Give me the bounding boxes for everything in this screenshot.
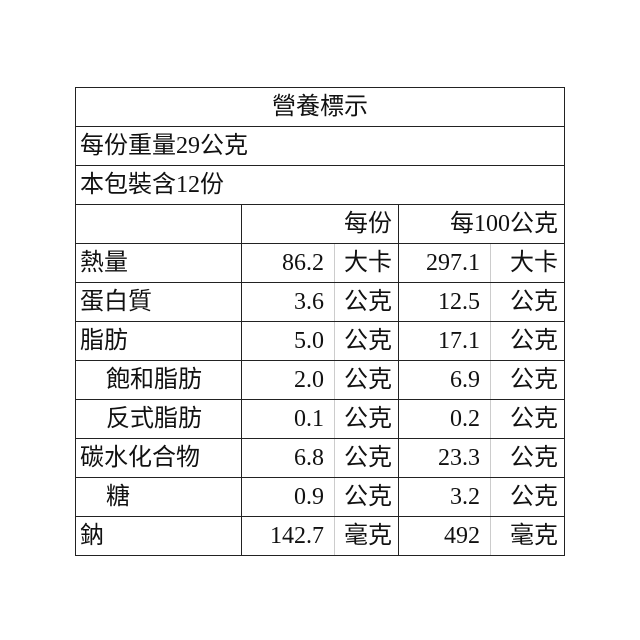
per-100g-unit: 公克 — [489, 360, 566, 400]
nutrient-row: 鈉 142.7 毫克 492 毫克 — [75, 516, 566, 556]
per-serving-value: 3.6 — [241, 282, 335, 322]
per-100g-unit: 公克 — [489, 399, 566, 439]
nutrient-row: 脂肪 5.0 公克 17.1 公克 — [75, 321, 566, 361]
per-serving-unit: 公克 — [334, 282, 399, 322]
title-row: 營養標示 — [74, 87, 566, 127]
per-serving-unit: 公克 — [334, 321, 399, 361]
per-100g-value: 3.2 — [398, 477, 491, 517]
per-serving-unit: 公克 — [334, 360, 399, 400]
per-serving-value: 0.9 — [241, 477, 335, 517]
per-serving-unit: 公克 — [334, 477, 399, 517]
nutrient-row: 碳水化合物 6.8 公克 23.3 公克 — [75, 438, 566, 478]
per-100g-unit: 公克 — [489, 321, 566, 361]
header-row: 每份 每100公克 — [75, 204, 566, 244]
nutrient-row: 熱量 86.2 大卡 297.1 大卡 — [75, 243, 566, 283]
per-serving-value: 6.8 — [241, 438, 335, 478]
nutrient-row: 糖 0.9 公克 3.2 公克 — [75, 477, 566, 517]
per-100g-value: 12.5 — [398, 282, 491, 322]
per-serving-value: 0.1 — [241, 399, 335, 439]
nutrient-label: 蛋白質 — [75, 282, 242, 322]
per-serving-unit: 公克 — [334, 438, 399, 478]
per-100g-unit: 公克 — [489, 282, 566, 322]
per-serving-value: 142.7 — [241, 516, 335, 556]
serving-size: 每份重量29公克 — [74, 126, 566, 166]
per-100g-unit: 公克 — [489, 477, 566, 517]
per-100g-value: 23.3 — [398, 438, 491, 478]
per-serving-value: 86.2 — [241, 243, 335, 283]
nutrient-label: 鈉 — [75, 516, 242, 556]
per-100g-unit: 毫克 — [489, 516, 566, 556]
per-100g-value: 492 — [398, 516, 491, 556]
nutrient-row: 飽和脂肪 2.0 公克 6.9 公克 — [75, 360, 566, 400]
per-100g-unit: 公克 — [489, 438, 566, 478]
header-blank — [75, 204, 242, 244]
per-serving-unit: 公克 — [334, 399, 399, 439]
header-per-serving: 每份 — [241, 204, 399, 244]
nutrient-label: 熱量 — [75, 243, 242, 283]
servings-per-package-row: 本包裝含12份 — [74, 165, 566, 205]
per-serving-value: 5.0 — [241, 321, 335, 361]
per-100g-value: 297.1 — [398, 243, 491, 283]
nutrition-facts-table: 營養標示 每份重量29公克 本包裝含12份 每份 每100公克 熱量 86.2 大卡… — [74, 87, 566, 556]
per-serving-value: 2.0 — [241, 360, 335, 400]
per-100g-value: 6.9 — [398, 360, 491, 400]
nutrient-label: 反式脂肪 — [75, 399, 242, 439]
table-title: 營養標示 — [74, 87, 566, 127]
nutrient-label: 飽和脂肪 — [75, 360, 242, 400]
nutrient-label: 脂肪 — [75, 321, 242, 361]
per-100g-value: 17.1 — [398, 321, 491, 361]
nutrient-row: 蛋白質 3.6 公克 12.5 公克 — [75, 282, 566, 322]
per-100g-value: 0.2 — [398, 399, 491, 439]
nutrient-label: 碳水化合物 — [75, 438, 242, 478]
header-per-100g: 每100公克 — [397, 204, 566, 244]
servings-per-package: 本包裝含12份 — [74, 165, 566, 205]
nutrient-label: 糖 — [75, 477, 242, 517]
serving-size-row: 每份重量29公克 — [74, 126, 566, 166]
per-serving-unit: 毫克 — [334, 516, 399, 556]
per-serving-unit: 大卡 — [334, 243, 399, 283]
per-100g-unit: 大卡 — [489, 243, 566, 283]
nutrient-row: 反式脂肪 0.1 公克 0.2 公克 — [75, 399, 566, 439]
